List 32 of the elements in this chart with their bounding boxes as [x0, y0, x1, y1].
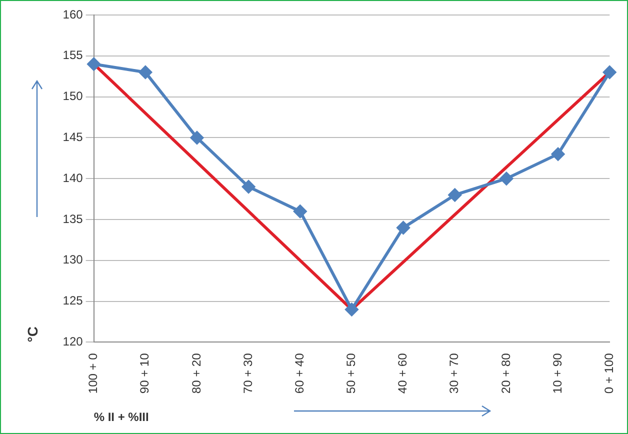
y-axis-title: °C: [24, 326, 40, 342]
x-tick-label: 70 + 30: [240, 352, 255, 394]
point: [448, 188, 462, 202]
point: [396, 221, 410, 234]
x-axis-title: % II + %III: [94, 410, 149, 424]
x-tick-label: 100 + 0: [86, 352, 100, 394]
x-tick-label: 80 + 20: [189, 352, 204, 394]
y-tick-label: 145: [62, 130, 84, 144]
x-tick-label: 20 + 80: [498, 352, 513, 394]
x-tick-label: 0 + 100: [602, 352, 616, 394]
y-tick-label: 155: [62, 48, 84, 62]
y-tick-label: 150: [62, 89, 84, 104]
y-tick-label: 125: [62, 294, 84, 308]
point: [138, 66, 152, 79]
y-tick-label: 140: [62, 170, 84, 185]
point: [294, 204, 307, 218]
point: [190, 131, 204, 144]
point: [345, 303, 358, 316]
y-tick-label: 160: [62, 7, 84, 22]
y-tick-label: 135: [62, 212, 84, 226]
x-tick-label: 60 + 40: [292, 352, 306, 394]
y-tick-label: 130: [62, 252, 84, 267]
x-tick-label: 10 + 90: [550, 352, 564, 394]
x-tick-label: 90 + 10: [138, 352, 152, 394]
x-tick-label: 40 + 60: [396, 352, 410, 394]
point: [552, 148, 565, 161]
y-tick-label: 120: [62, 334, 84, 349]
x-tick-label: 50 + 50: [344, 352, 358, 394]
point: [500, 172, 513, 186]
point: [603, 66, 616, 79]
x-tick-label: 30 + 70: [447, 352, 462, 394]
point: [242, 180, 256, 194]
